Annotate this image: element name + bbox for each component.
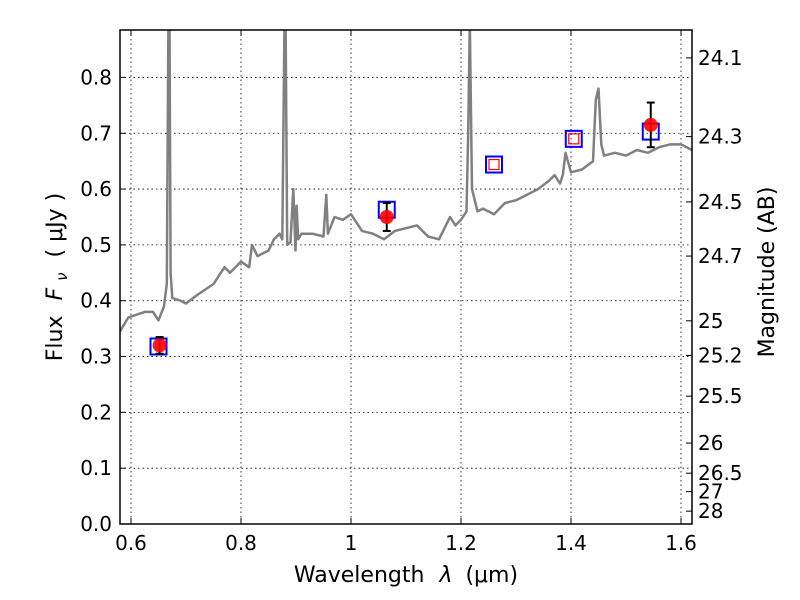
right-tick-label: 25.5	[698, 384, 743, 408]
y-axis-label-unit: ( μJy )	[43, 193, 68, 258]
right-tick-label: 25	[698, 309, 723, 333]
x-tick-label: 0.6	[115, 531, 147, 555]
x-axis-label-text: Wavelength	[294, 563, 425, 588]
x-axis-label: Wavelength λ (μm)	[294, 563, 518, 588]
y-tick-label: 0.0	[80, 512, 112, 536]
observed-point	[379, 209, 394, 224]
model-band-marker	[564, 129, 583, 148]
y-tick-label: 0.7	[80, 121, 112, 145]
right-tick-label: 27	[698, 480, 723, 504]
y-tick-label: 0.2	[80, 400, 112, 424]
x-tick-label: 1.6	[665, 531, 697, 555]
y-axis-label: Flux F ν ( μJy )	[43, 193, 73, 361]
plot-background	[120, 30, 692, 524]
x-axis-label-symbol: λ	[438, 563, 452, 588]
x-tick-label: 1.4	[555, 531, 587, 555]
y-axis-label-symbol: F	[43, 287, 68, 300]
right-axis-label: Magnitude (AB)	[755, 187, 780, 358]
model-band-marker	[485, 155, 503, 174]
x-tick-label: 0.8	[225, 531, 257, 555]
model-spectrum-line	[120, 30, 692, 333]
right-tick-label: 24.1	[698, 46, 743, 70]
right-tick-label: 25.2	[698, 343, 743, 367]
plot-frame	[119, 29, 693, 525]
y-tick-label: 0.1	[80, 456, 112, 480]
right-tick-label: 24.3	[698, 125, 743, 149]
y-tick-label: 0.5	[80, 233, 112, 257]
right-tick-label: 26.5	[698, 461, 743, 485]
upper-limit-marker	[568, 133, 580, 145]
y-tick-label: 0.8	[80, 65, 112, 89]
right-tick-label: 24.7	[698, 244, 743, 268]
right-tick-label: 24.5	[698, 190, 743, 214]
x-tick-label: 1.2	[445, 531, 477, 555]
y-tick-label: 0.6	[80, 177, 112, 201]
y-axis-label-subscript: ν	[53, 272, 71, 280]
upper-limit-marker	[488, 158, 500, 171]
y-tick-label: 0.3	[80, 345, 112, 369]
x-tick-label: 1	[345, 531, 358, 555]
right-tick-label: 26	[698, 431, 723, 455]
y-axis-label-text: Flux	[43, 315, 68, 361]
x-axis-label-unit: (μm)	[465, 563, 518, 588]
ticks: 0.6 0.8 1 1.2 1.4 1.6 0.0 0.1 0.2 0.3 0.4 0.5 0.6 0.7…	[80, 30, 743, 555]
y-tick-label: 0.4	[80, 289, 112, 313]
observed-point	[643, 117, 658, 132]
right-tick-label: 28	[698, 499, 723, 523]
observed-point	[152, 338, 167, 353]
plot-area	[120, 30, 692, 356]
